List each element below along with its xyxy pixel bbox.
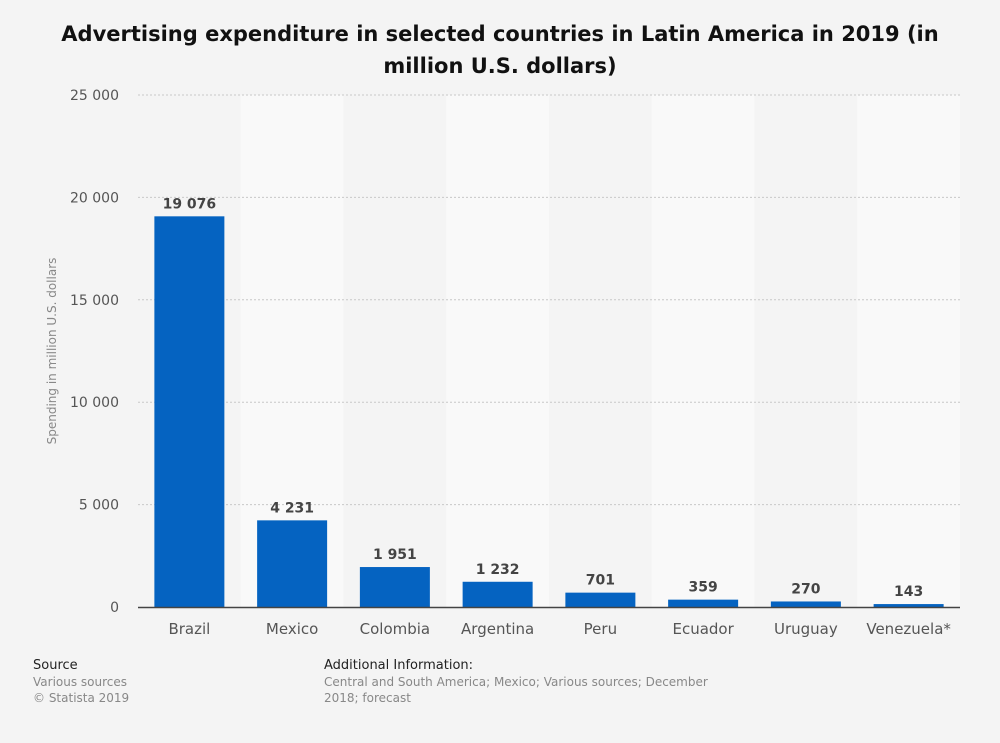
- bar: [359, 567, 430, 607]
- data-label: 359: [689, 580, 718, 596]
- additional-info-block: Additional Information: Central and Sout…: [324, 658, 724, 706]
- x-tick-label: Uruguay: [774, 620, 838, 638]
- y-tick-label: 10 000: [70, 395, 119, 411]
- column-band: [549, 95, 652, 607]
- data-label: 1 232: [476, 562, 520, 578]
- bar: [770, 601, 841, 607]
- data-label: 270: [791, 581, 820, 597]
- data-label: 19 076: [163, 196, 217, 212]
- x-tick-label: Peru: [584, 620, 617, 638]
- column-band: [446, 95, 549, 607]
- column-band: [343, 95, 447, 607]
- y-tick-label: 5 000: [79, 498, 119, 514]
- y-tick-label: 20 000: [70, 190, 119, 206]
- x-tick-label: Colombia: [360, 620, 431, 638]
- x-tick-label: Venezuela*: [866, 620, 951, 638]
- x-tick-label: Argentina: [461, 620, 534, 638]
- x-tick-label: Brazil: [168, 620, 210, 638]
- x-tick-label: Ecuador: [672, 620, 734, 638]
- bar: [565, 592, 636, 607]
- data-label: 143: [894, 584, 923, 600]
- data-label: 1 951: [373, 547, 417, 563]
- copyright-text: © Statista 2019: [33, 691, 130, 705]
- bar: [873, 604, 944, 607]
- source-block: Source Various sources © Statista 2019: [33, 658, 283, 706]
- bar: [154, 216, 225, 607]
- column-band: [651, 95, 755, 607]
- bar: [668, 599, 739, 607]
- bar: [257, 520, 328, 607]
- y-tick-label: 0: [110, 600, 119, 616]
- y-tick-label: 25 000: [70, 88, 119, 104]
- additional-info-text: Central and South America; Mexico; Vario…: [324, 675, 708, 705]
- data-label: 4 231: [270, 500, 314, 516]
- bar: [462, 581, 533, 607]
- y-axis-title: Spending in million U.S. dollars: [45, 258, 59, 445]
- y-tick-label: 15 000: [70, 293, 119, 309]
- source-text: Various sources: [33, 675, 128, 689]
- chart-title: Advertising expenditure in selected coun…: [61, 22, 939, 78]
- additional-info-heading: Additional Information:: [324, 658, 474, 673]
- x-tick-label: Mexico: [266, 620, 318, 638]
- column-band: [857, 95, 960, 607]
- source-heading: Source: [33, 658, 78, 673]
- column-band: [754, 95, 858, 607]
- data-label: 701: [586, 573, 615, 589]
